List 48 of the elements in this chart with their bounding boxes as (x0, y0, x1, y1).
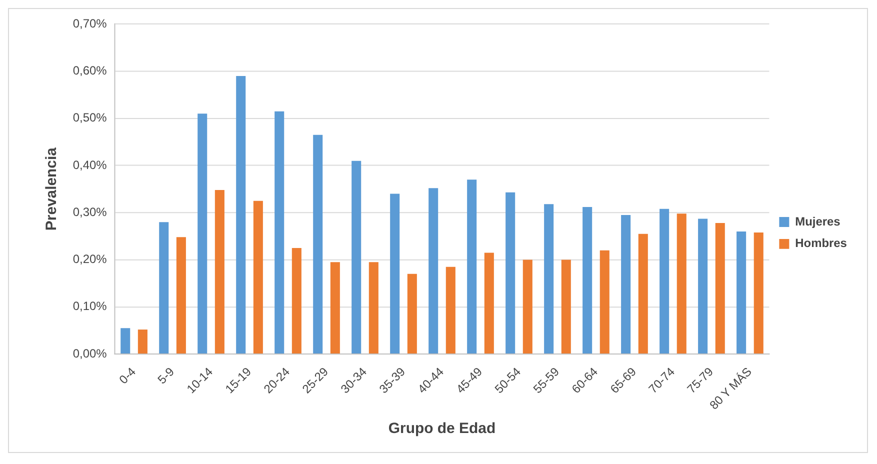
y-tick-label: 0,50% (72, 110, 108, 125)
bar (582, 207, 592, 354)
y-axis-title: Prevalencia (43, 146, 60, 231)
x-axis-title: Grupo de Edad (388, 420, 496, 438)
bar (676, 214, 686, 354)
bar (176, 237, 186, 354)
bar (660, 208, 670, 354)
y-tick-label: 0,40% (72, 158, 108, 172)
legend-label: Hombres (795, 236, 848, 250)
y-tick-label: 0,00% (72, 346, 108, 360)
bar (292, 248, 302, 354)
bar (330, 262, 340, 354)
bar (236, 76, 246, 354)
bar (313, 134, 323, 354)
bar (253, 200, 263, 354)
bar (407, 274, 417, 354)
bar (754, 232, 764, 354)
bar (390, 194, 400, 354)
legend-label: Mujeres (795, 214, 841, 228)
x-tick-label: 5-9 (154, 364, 178, 387)
bar (467, 180, 477, 354)
bar (368, 262, 378, 354)
bar (428, 188, 438, 354)
y-tick-label: 0,20% (72, 252, 108, 266)
y-tick-label: 0,30% (72, 204, 108, 219)
bar (698, 218, 708, 354)
bar (214, 190, 224, 354)
bar (138, 330, 148, 354)
bar (120, 328, 130, 354)
bar (561, 260, 571, 354)
bar (621, 215, 631, 354)
bar (274, 111, 284, 354)
bar (484, 252, 494, 354)
bar (736, 232, 746, 354)
bar (544, 204, 554, 354)
bar (446, 266, 456, 354)
bar (715, 223, 725, 354)
x-tick-label: 0-4 (116, 364, 139, 387)
y-tick-label: 0,70% (72, 16, 108, 30)
bar (352, 160, 362, 354)
bar (638, 234, 648, 354)
bar (159, 222, 169, 354)
bar (506, 192, 516, 354)
bar (522, 260, 532, 354)
y-tick-label: 0,10% (72, 299, 108, 314)
bar (600, 250, 610, 354)
bar (198, 114, 208, 354)
y-tick-label: 0,60% (72, 64, 108, 78)
